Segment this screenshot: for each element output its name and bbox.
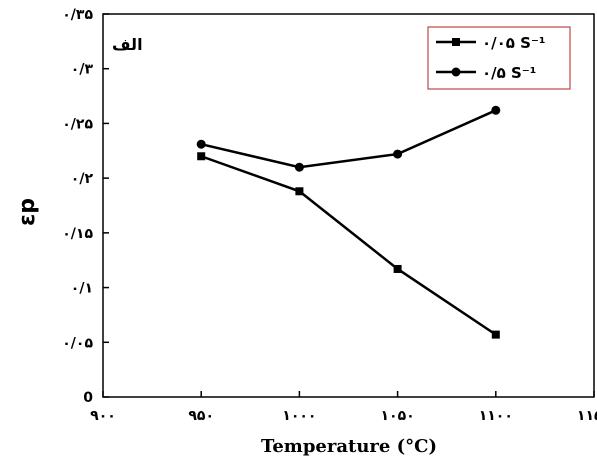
x-tick-label: ۱۱۵۰	[577, 408, 597, 424]
y-axis-label: εp	[15, 198, 40, 226]
data-point-circle	[491, 106, 500, 115]
legend-marker-circle	[452, 68, 461, 77]
x-tick-label: ۹۰۰	[90, 408, 116, 424]
y-tick-label: ۰/۱	[71, 281, 93, 297]
legend-label: ۰/۵ S⁻¹	[482, 64, 536, 82]
y-tick-label: ۰/۳۵	[62, 7, 93, 23]
y-tick-label: ۰/۰۵	[62, 335, 93, 351]
x-tick-label: ۱۰۵۰	[381, 408, 415, 424]
y-tick-label: ۰/۱۵	[62, 226, 93, 242]
x-tick-label: ۱۰۰۰	[282, 408, 316, 424]
data-point-square	[394, 265, 402, 273]
data-point-circle	[295, 163, 304, 172]
panel-label: الف	[112, 35, 143, 54]
legend: ۰/۰۵ S⁻¹ ۰/۵ S⁻¹	[428, 27, 570, 89]
series-line-2	[201, 110, 496, 167]
data-point-square	[492, 331, 500, 339]
x-tick-label: ۹۵۰	[188, 408, 214, 424]
y-tick-label: 0	[83, 390, 93, 406]
y-tick-label: ۰/۳	[71, 62, 94, 78]
series	[197, 106, 501, 339]
y-tick-label: ۰/۲	[71, 171, 94, 187]
legend-label: ۰/۰۵ S⁻¹	[482, 34, 545, 52]
x-tick-label: ۱۱۰۰	[479, 408, 513, 424]
x-axis-label: Temperature (°C)	[261, 436, 437, 457]
series-line-1	[201, 156, 496, 334]
data-point-square	[295, 187, 303, 195]
y-tick-label: ۰/۲۵	[62, 116, 93, 132]
data-point-square	[197, 152, 205, 160]
data-point-circle	[197, 140, 206, 149]
legend-marker-square	[452, 38, 460, 46]
data-point-circle	[393, 150, 402, 159]
